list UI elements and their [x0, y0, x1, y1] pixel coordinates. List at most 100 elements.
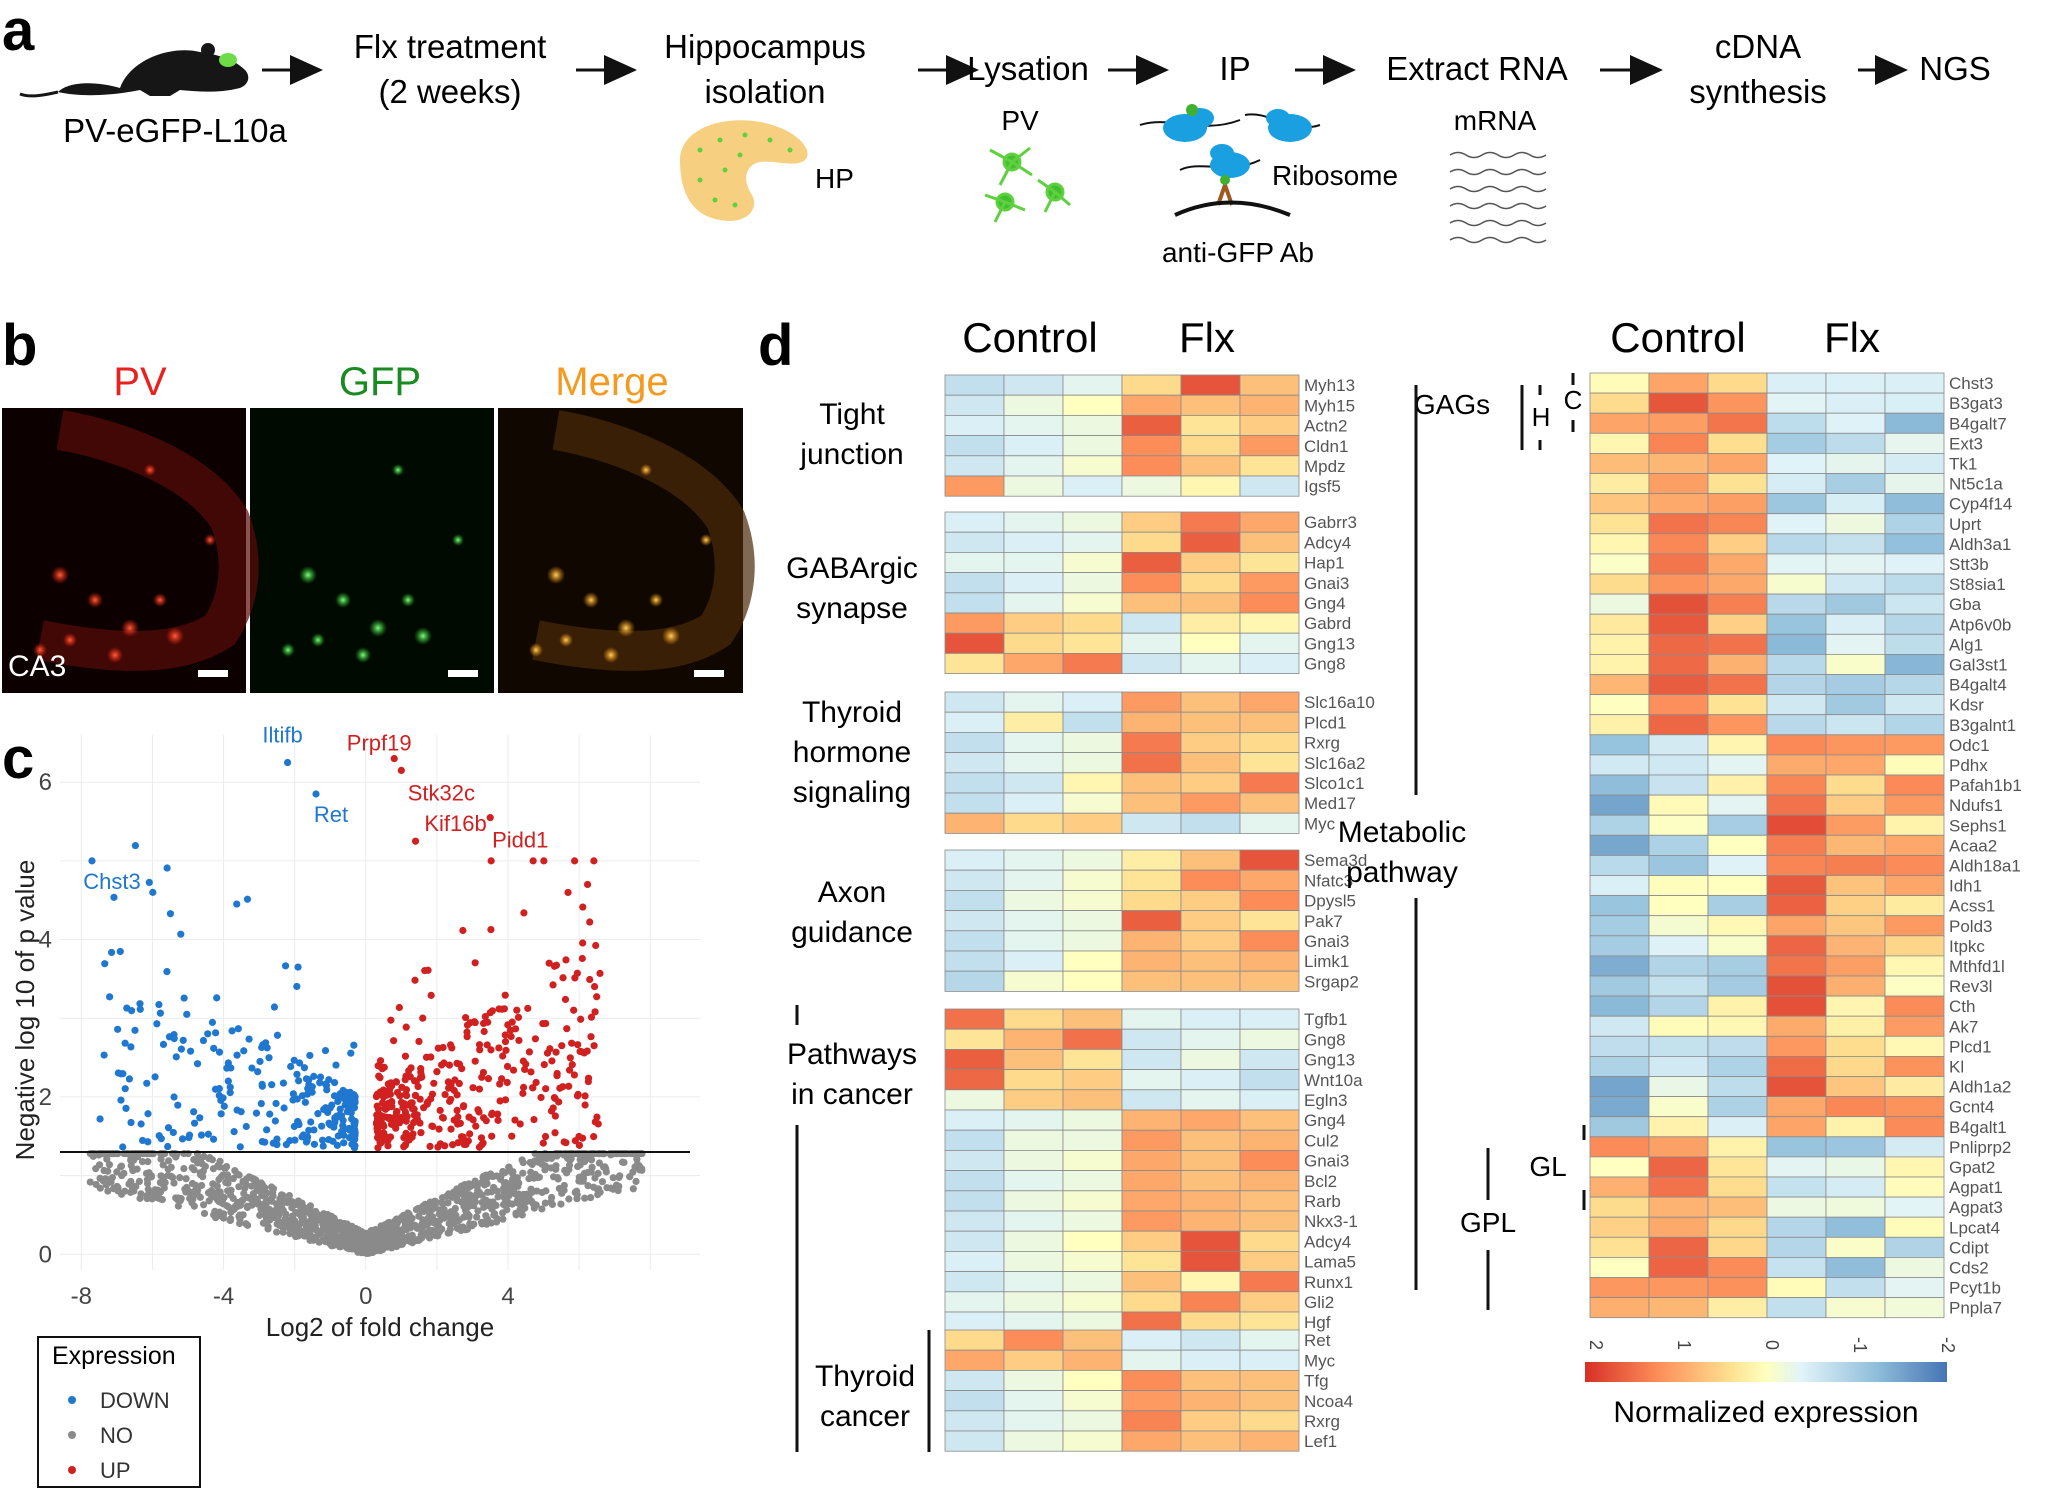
heatmap-cell — [1239, 1349, 1300, 1371]
volcano-point-up — [513, 1006, 521, 1014]
volcano-point-no — [590, 1183, 598, 1191]
heatmap-cell — [1239, 711, 1300, 733]
heatmap-cell — [1884, 855, 1945, 876]
gene-label: Slco1c1 — [1304, 774, 1364, 793]
heatmap-cell — [1648, 1236, 1709, 1258]
heatmap-cell — [1003, 1329, 1064, 1351]
heatmap-cell — [1707, 633, 1768, 655]
heatmap-cell — [1766, 855, 1827, 876]
volcano-point-up — [564, 888, 572, 897]
volcano-point-no — [207, 1186, 216, 1195]
volcano-point-up — [402, 1117, 410, 1125]
volcano-point-down — [178, 1135, 187, 1143]
volcano-point-no — [95, 1161, 104, 1169]
heatmap-cell — [1884, 955, 1945, 977]
volcano-point-no — [351, 1226, 360, 1235]
volcano-point-up — [495, 1005, 503, 1013]
volcano-point-no — [609, 1174, 617, 1182]
volcano-point-up — [551, 1129, 559, 1137]
heatmap-cell — [1180, 772, 1241, 794]
volcano-point-no — [244, 1221, 252, 1229]
heatmap-cell — [1121, 792, 1182, 814]
left-flx-header: Flx — [1179, 314, 1235, 361]
volcano-point-up — [390, 1037, 398, 1045]
heatmap-cell — [1648, 593, 1709, 615]
volcano-point-up — [445, 1061, 454, 1069]
volcano-point-no — [516, 1206, 524, 1214]
heatmap-cell — [1003, 1069, 1064, 1091]
heatmap-cell — [1648, 915, 1709, 937]
volcano-point-no — [180, 1164, 188, 1173]
heatmap-cell — [944, 910, 1005, 932]
volcano-point-up — [558, 1042, 566, 1050]
volcano-point-no — [147, 1173, 156, 1181]
gene-label: Kl — [1949, 1058, 1964, 1077]
heatmap-cell — [1239, 531, 1300, 553]
heatmap-cell — [1239, 1430, 1300, 1452]
heatmap-cell — [1062, 612, 1123, 634]
volcano-point-down — [224, 1077, 232, 1085]
heatmap-cell — [1766, 875, 1827, 897]
volcano-point-no — [268, 1197, 276, 1205]
volcano-point-down — [177, 1045, 185, 1053]
mrna-icon — [1449, 151, 1547, 244]
volcano-point-no — [160, 1173, 168, 1182]
volcano-point-no — [103, 1155, 111, 1163]
volcano-point-up — [399, 1103, 407, 1112]
heatmap-cell — [1239, 950, 1300, 972]
heatmap-cell — [1062, 1271, 1123, 1293]
heatmap-cell — [1884, 915, 1945, 937]
volcano-point-no — [632, 1177, 640, 1186]
legend-title: Expression — [52, 1342, 176, 1370]
heatmap-cell — [1707, 573, 1768, 595]
heatmap-cell — [944, 1069, 1005, 1091]
volcano-point-up — [581, 1092, 589, 1100]
volcano-point-no — [446, 1225, 454, 1233]
volcano-point-up — [552, 961, 561, 969]
ribosome-label: Ribosome — [1272, 160, 1398, 191]
heatmap-cell — [944, 552, 1005, 574]
heatmap-cell — [1239, 792, 1300, 814]
heatmap-cell — [1589, 573, 1650, 595]
volcano-point-no — [86, 1178, 94, 1186]
heatmap-cell — [1766, 1136, 1827, 1158]
volcano-gene-label: Iltifb — [262, 723, 302, 748]
heatmap-cell — [1825, 694, 1886, 716]
volcano-point-down — [131, 1026, 139, 1034]
volcano-gene-label: Pidd1 — [492, 828, 548, 853]
group-axon-1: Axon — [818, 876, 886, 909]
heatmap-cell — [1884, 774, 1945, 796]
volcano-point-no — [500, 1169, 509, 1177]
heatmap-cell — [1121, 1410, 1182, 1432]
heatmap-cell — [1766, 593, 1827, 615]
heatmap-cell — [1239, 572, 1300, 594]
volcano-point-down — [208, 1018, 217, 1026]
heatmap-cell — [1825, 432, 1886, 454]
heatmap-cell — [1766, 1116, 1827, 1138]
volcano-point-up — [561, 995, 570, 1004]
mrna-label: mRNA — [1454, 105, 1537, 136]
heatmap-cell — [1589, 1136, 1650, 1158]
heatmap-cell — [944, 1370, 1005, 1392]
volcano-point-down — [325, 1136, 333, 1144]
heatmap-cell — [1062, 592, 1123, 614]
heatmap-cell — [1589, 372, 1650, 394]
volcano-point-no — [314, 1231, 323, 1239]
panel-c-label: c — [2, 726, 34, 791]
heatmap-cell — [1003, 572, 1064, 594]
volcano-point-no — [509, 1175, 517, 1183]
gene-label: Adcy4 — [1304, 1232, 1351, 1251]
heatmap-cell — [1180, 632, 1241, 654]
gene-label: Gnai3 — [1304, 1152, 1349, 1171]
x-tick-label: -4 — [213, 1283, 234, 1310]
y-tick-label: 4 — [39, 927, 52, 954]
volcano-point-up — [524, 1004, 532, 1012]
heatmap-cell — [1884, 754, 1945, 776]
volcano-point-no — [157, 1155, 165, 1163]
heatmap-cell — [944, 792, 1005, 814]
legend-no-swatch — [68, 1431, 76, 1439]
heatmap-cell — [944, 970, 1005, 992]
volcano-point-down — [144, 1138, 152, 1146]
heatmap-cell — [1648, 654, 1709, 675]
heatmap-cell — [1589, 613, 1650, 635]
